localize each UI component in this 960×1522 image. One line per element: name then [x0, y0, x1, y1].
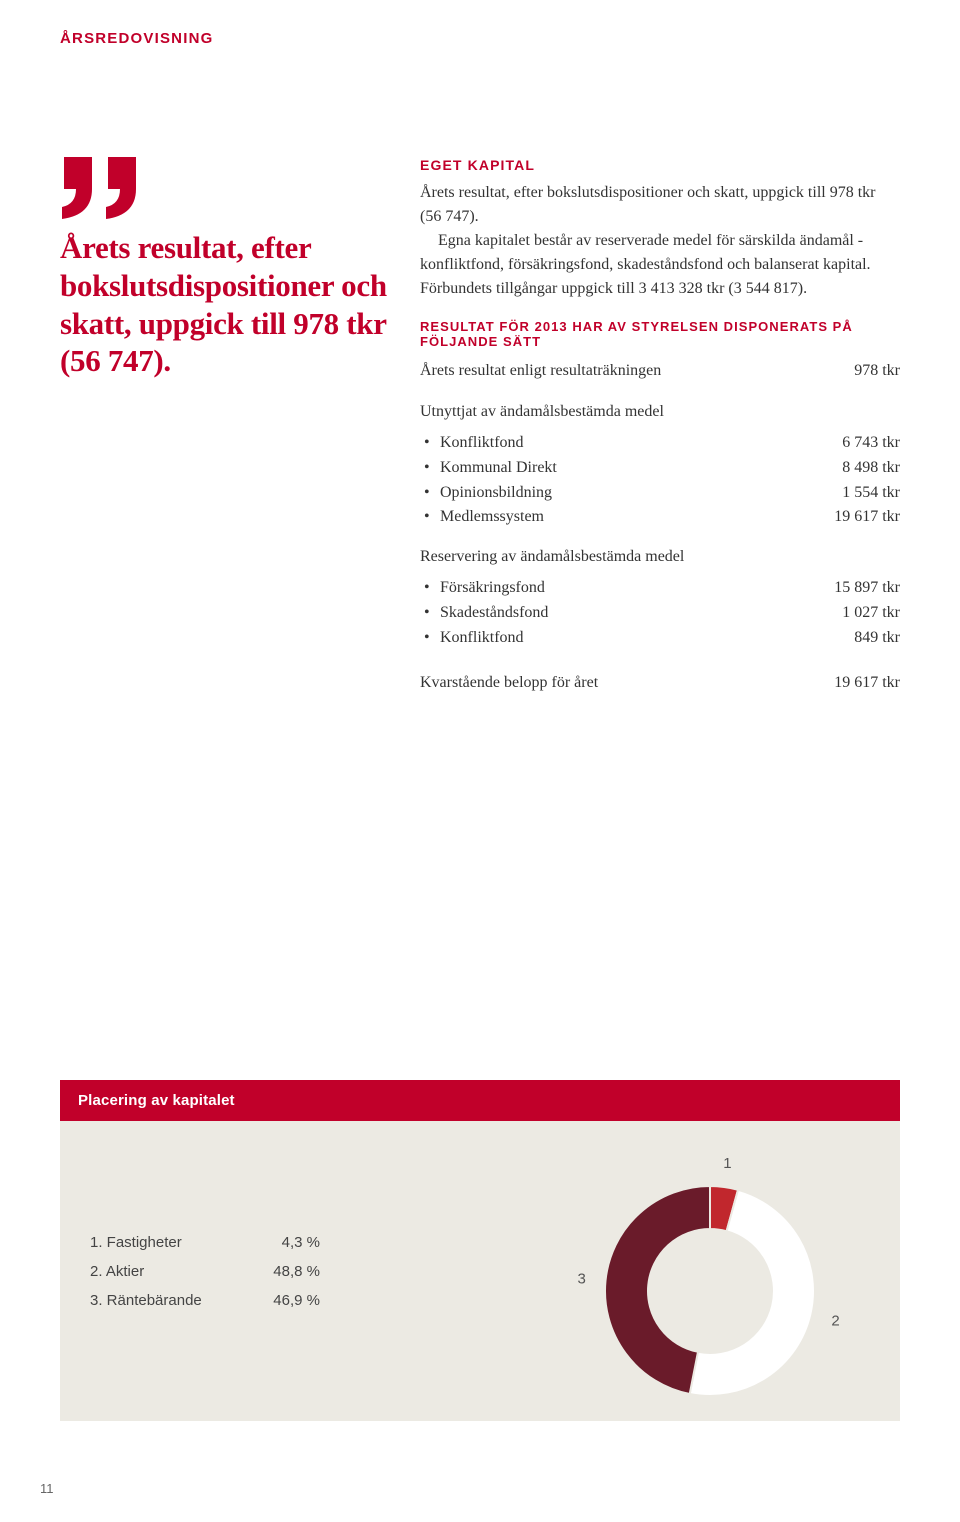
- legend-name: 1. Fastigheter: [90, 1234, 250, 1251]
- list-item-value: 8 498 tkr: [780, 456, 900, 481]
- final-value: 19 617 tkr: [780, 671, 900, 695]
- result-label: Årets resultat enligt resultaträkningen: [420, 359, 780, 383]
- chart-card: Placering av kapitalet 1. Fastigheter4,3…: [60, 1080, 900, 1421]
- legend-pct: 48,8 %: [250, 1263, 320, 1280]
- list-item-value: 19 617 tkr: [780, 505, 900, 530]
- legend-pct: 4,3 %: [250, 1234, 320, 1251]
- right-column: EGET KAPITAL Årets resultat, efter boksl…: [420, 157, 900, 697]
- document-header: ÅRSREDOVISNING: [60, 30, 900, 47]
- list-item-value: 1 027 tkr: [780, 601, 900, 626]
- list-item: •Försäkringsfond15 897 tkr: [424, 576, 900, 601]
- legend-name: 2. Aktier: [90, 1263, 250, 1280]
- list-item-value: 6 743 tkr: [780, 431, 900, 456]
- final-summary: Kvarstående belopp för året 19 617 tkr: [420, 669, 900, 697]
- list-item-label: Kommunal Direkt: [440, 456, 780, 481]
- result-value: 978 tkr: [780, 359, 900, 383]
- page-number: 11: [40, 1481, 54, 1496]
- legend-row: 1. Fastigheter4,3 %: [90, 1228, 320, 1257]
- page: ÅRSREDOVISNING Årets resultat, efter bok…: [0, 0, 960, 1522]
- list-item: •Konfliktfond6 743 tkr: [424, 431, 900, 456]
- bullet-dot-icon: •: [424, 456, 440, 481]
- list-item-label: Konfliktfond: [440, 431, 780, 456]
- paragraph-2: Egna kapitalet består av reserverade med…: [420, 229, 900, 301]
- bullet-dot-icon: •: [424, 505, 440, 530]
- list-item-label: Medlemssystem: [440, 505, 780, 530]
- subhead-reservering: Reservering av ändamålsbestämda medel: [420, 548, 900, 566]
- chart-title: Placering av kapitalet: [60, 1080, 900, 1121]
- result-summary: Årets resultat enligt resultaträkningen …: [420, 357, 900, 385]
- list-item: •Konfliktfond849 tkr: [424, 626, 900, 651]
- left-column: Årets resultat, efter boksluts­dispositi…: [60, 157, 390, 697]
- subhead-utnyttjat: Utnyttjat av ändamålsbestämda medel: [420, 403, 900, 421]
- donut-slice: [605, 1186, 710, 1394]
- list-item: •Medlemssystem19 617 tkr: [424, 505, 900, 530]
- donut-label: 3: [577, 1270, 585, 1287]
- bullet-dot-icon: •: [424, 431, 440, 456]
- legend-row: 2. Aktier48,8 %: [90, 1257, 320, 1286]
- quote-mark-icon: [60, 157, 390, 219]
- legend-pct: 46,9 %: [250, 1292, 320, 1309]
- donut-label: 1: [723, 1155, 731, 1172]
- bullet-list-reservering: •Försäkringsfond15 897 tkr•Skadeståndsfo…: [424, 576, 900, 650]
- pull-quote: Årets resultat, efter boksluts­dispositi…: [60, 229, 390, 380]
- list-item: •Opinionsbildning1 554 tkr: [424, 481, 900, 506]
- list-item-label: Opinionsbildning: [440, 481, 780, 506]
- pull-quote-text: Årets resultat, efter boksluts­dispositi…: [60, 230, 387, 378]
- legend-name: 3. Räntebärande: [90, 1292, 250, 1309]
- section-label-eget-kapital: EGET KAPITAL: [420, 157, 900, 173]
- list-item: •Kommunal Direkt8 498 tkr: [424, 456, 900, 481]
- list-item-value: 15 897 tkr: [780, 576, 900, 601]
- bullet-dot-icon: •: [424, 481, 440, 506]
- result-row-final: Kvarstående belopp för året 19 617 tkr: [420, 669, 900, 697]
- legend-row: 3. Räntebärande46,9 %: [90, 1286, 320, 1315]
- bullet-dot-icon: •: [424, 576, 440, 601]
- content-columns: Årets resultat, efter boksluts­dispositi…: [60, 157, 900, 697]
- list-item-value: 849 tkr: [780, 626, 900, 651]
- list-item-value: 1 554 tkr: [780, 481, 900, 506]
- bullet-dot-icon: •: [424, 601, 440, 626]
- result-row-main: Årets resultat enligt resultaträkningen …: [420, 357, 900, 385]
- list-item-label: Konfliktfond: [440, 626, 780, 651]
- chart-body: 1. Fastigheter4,3 %2. Aktier48,8 %3. Rän…: [60, 1121, 900, 1421]
- donut-chart: 1 2 3: [560, 1141, 860, 1426]
- bullet-list-utnyttjat: •Konfliktfond6 743 tkr•Kommunal Direkt8 …: [424, 431, 900, 530]
- section-label-resultat-2013: RESULTAT FÖR 2013 HAR AV STYRELSEN DISPO…: [420, 319, 900, 349]
- list-item-label: Skadeståndsfond: [440, 601, 780, 626]
- bullet-dot-icon: •: [424, 626, 440, 651]
- list-item-label: Försäkringsfond: [440, 576, 780, 601]
- donut-label: 2: [831, 1313, 839, 1330]
- final-label: Kvarstående belopp för året: [420, 671, 780, 695]
- paragraph-1: Årets resultat, efter bokslutsdispositio…: [420, 181, 900, 229]
- chart-legend: 1. Fastigheter4,3 %2. Aktier48,8 %3. Rän…: [90, 1228, 320, 1315]
- list-item: •Skadeståndsfond1 027 tkr: [424, 601, 900, 626]
